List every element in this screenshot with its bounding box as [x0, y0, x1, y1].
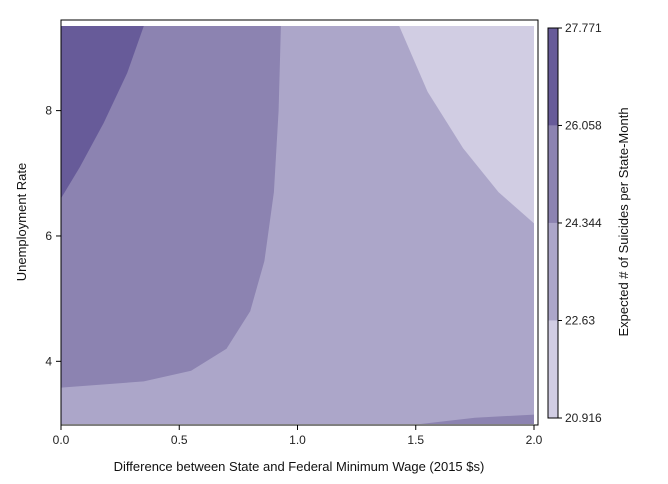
- colorbar-title: Expected # of Suicides per State-Month: [616, 107, 631, 336]
- y-tick-label: 8: [45, 104, 52, 118]
- colorbar-tick-label: 22.63: [565, 313, 595, 327]
- contour-band-mid-high: [61, 26, 281, 388]
- colorbar-band: [548, 320, 558, 418]
- colorbar-tick-label: 27.771: [565, 21, 602, 35]
- x-tick-label: 1.5: [407, 433, 424, 447]
- y-axis-title: Unemployment Rate: [14, 163, 29, 282]
- contour-band-sliver: [420, 414, 534, 424]
- x-tick-label: 0.0: [53, 433, 70, 447]
- plot-area: [61, 26, 534, 424]
- plot-frame: [60, 19, 539, 426]
- colorbar-band: [548, 28, 558, 126]
- contour-band-lowest: [399, 26, 534, 224]
- x-tick-label: 1.0: [289, 433, 306, 447]
- colorbar: 20.916 22.63 24.344 26.058 27.771: [547, 21, 602, 425]
- colorbar-tick-label: 24.344: [565, 216, 602, 230]
- x-axis-title: Difference between State and Federal Min…: [114, 459, 485, 474]
- y-tick-label: 4: [45, 354, 52, 368]
- x-axis: 0.0 0.5 1.0 1.5 2.0: [53, 425, 543, 447]
- colorbar-band: [548, 222, 558, 321]
- colorbar-tick-label: 20.916: [565, 411, 602, 425]
- colorbar-band: [548, 125, 558, 223]
- x-tick-label: 0.5: [171, 433, 188, 447]
- contour-band-highest: [61, 26, 144, 199]
- y-tick-label: 6: [45, 229, 52, 243]
- y-axis: 4 6 8: [45, 104, 61, 368]
- colorbar-tick-label: 26.058: [565, 118, 602, 132]
- x-tick-label: 2.0: [526, 433, 543, 447]
